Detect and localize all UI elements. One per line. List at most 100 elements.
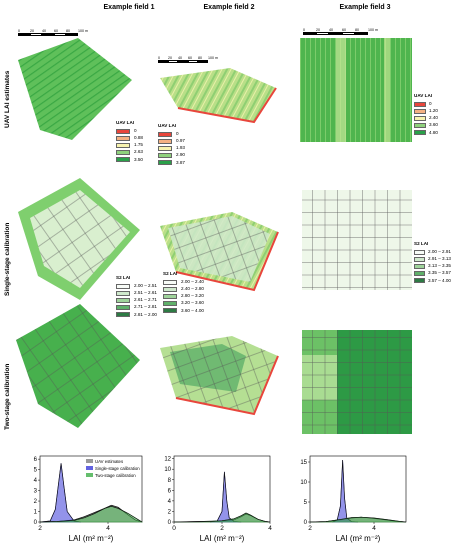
x-tick-label: 2 bbox=[308, 525, 312, 532]
legend-label: 3.50 bbox=[134, 156, 143, 162]
legend-swatch bbox=[414, 249, 425, 255]
x-tick-label: 2 bbox=[220, 525, 224, 532]
y-tick-label: 6 bbox=[168, 488, 172, 494]
legend-swatch bbox=[116, 305, 130, 311]
legend-label: 0 bbox=[176, 130, 179, 136]
legend-label: 2.81 – 2.00 bbox=[134, 311, 157, 317]
legend-label: 2.71 – 2.81 bbox=[134, 304, 157, 310]
scalebar-label: 80 bbox=[355, 28, 359, 32]
legend-swatch bbox=[158, 131, 172, 137]
plot-frame bbox=[309, 455, 407, 523]
legend-swatch bbox=[414, 256, 425, 262]
legend-label: 2.00 – 2.51 bbox=[134, 282, 157, 288]
x-axis-label: LAI (m² m⁻²) bbox=[200, 534, 245, 543]
y-tick-label: 0 bbox=[168, 520, 172, 526]
scalebar-bar bbox=[18, 33, 88, 36]
legend-label: 4.80 bbox=[429, 129, 438, 135]
x-tick-label: 4 bbox=[106, 525, 110, 532]
map-panels bbox=[16, 38, 412, 434]
y-tick-label: 10 bbox=[300, 480, 307, 486]
y-tick-label: 12 bbox=[164, 457, 171, 463]
legend-swatch bbox=[158, 160, 172, 166]
scalebar-label: 40 bbox=[178, 56, 182, 60]
legend-label: Two-stage calibration bbox=[95, 473, 136, 478]
y-tick-label: 2 bbox=[34, 499, 38, 505]
legend-swatch bbox=[158, 153, 172, 159]
scalebar-label: 60 bbox=[188, 56, 192, 60]
legend-label: 0.97 bbox=[176, 138, 185, 144]
map-uav-field-3-band bbox=[336, 38, 346, 142]
scalebar-label: 100 m bbox=[208, 56, 218, 60]
legend-swatch bbox=[86, 459, 93, 463]
legend-s2-field-3: S2 LAI 2.00 – 2.91 2.91 – 3.13 3.13 – 3.… bbox=[414, 241, 451, 285]
legend-swatch bbox=[163, 286, 177, 292]
legend-label: 3.13 – 3.35 bbox=[428, 263, 451, 269]
legend-label: 0.88 bbox=[134, 135, 143, 141]
scalebar-label: 0 bbox=[303, 28, 305, 32]
legend-label: 2.61 – 2.71 bbox=[134, 297, 157, 303]
legend-label: 2.91 – 3.13 bbox=[428, 256, 451, 262]
x-tick-label: 2 bbox=[38, 525, 42, 532]
legend-swatch bbox=[86, 473, 93, 477]
legend-swatch bbox=[414, 101, 426, 107]
legend-label: 3.87 bbox=[176, 159, 185, 165]
y-tick-label: 0 bbox=[34, 520, 38, 526]
legend-swatch bbox=[158, 146, 172, 152]
legend-swatch bbox=[116, 128, 130, 134]
legend-uav-field-2: UAV LAI 0 0.97 1.93 2.90 3.87 bbox=[158, 123, 185, 167]
map-uav-field-2 bbox=[160, 68, 276, 122]
y-tick-label: 0 bbox=[304, 520, 308, 526]
legend-swatch bbox=[116, 312, 130, 318]
legend-label: 3.60 – 4.00 bbox=[181, 307, 204, 313]
scalebar-label: 80 bbox=[66, 29, 70, 33]
legend-label: 3.20 – 3.60 bbox=[181, 300, 204, 306]
legend-label: 2.00 – 2.40 bbox=[181, 278, 204, 284]
legend-label: 1.75 bbox=[134, 142, 143, 148]
legend-swatch bbox=[163, 308, 177, 314]
y-tick-label: 5 bbox=[34, 468, 38, 474]
scalebar-label: 0 bbox=[158, 56, 160, 60]
density-chart-field-3: 0 5 10 15 2 4 LAI (m² m⁻²) bbox=[300, 455, 407, 543]
legend-swatch bbox=[414, 108, 426, 114]
legend-label: 2.63 bbox=[134, 149, 143, 155]
density-chart-field-1: 0 1 2 3 4 5 6 2 4 LAI (m² m⁻²) UAV estimates Single… bbox=[34, 455, 144, 543]
x-tick-label: 0 bbox=[172, 525, 176, 532]
legend-label: 2.51 – 2.61 bbox=[134, 290, 157, 296]
legend-label: 3.57 – 4.00 bbox=[428, 277, 451, 283]
legend-swatch bbox=[414, 271, 425, 277]
legend-swatch bbox=[116, 290, 130, 296]
legend-title: S2 LAI bbox=[163, 271, 178, 276]
y-tick-label: 8 bbox=[168, 478, 172, 484]
legend-uav-field-3: UAV LAI 0 1.20 2.40 3.60 4.80 bbox=[414, 93, 438, 137]
y-tick-label: 6 bbox=[34, 457, 38, 463]
column-title-field-2: Example field 2 bbox=[203, 4, 255, 11]
scalebar-label: 60 bbox=[54, 29, 58, 33]
y-tick-label: 2 bbox=[168, 509, 172, 515]
legend-label: Single-stage calibration bbox=[95, 466, 140, 471]
legend-title: S2 LAI bbox=[414, 241, 429, 246]
scalebar-label: 40 bbox=[329, 28, 333, 32]
legend-swatch bbox=[163, 301, 177, 307]
scalebar-field-3: 0 20 40 60 80 100 m bbox=[303, 28, 378, 35]
scalebar-label: 20 bbox=[168, 56, 172, 60]
scalebar-label: 60 bbox=[342, 28, 346, 32]
legend-label: 1.20 bbox=[429, 108, 438, 114]
legend-swatch bbox=[414, 278, 425, 284]
legend-swatch bbox=[86, 466, 93, 470]
map-uav-field-2-edge bbox=[177, 87, 277, 124]
legend-swatch bbox=[414, 116, 426, 122]
scalebar-label: 20 bbox=[316, 28, 320, 32]
legend-swatch bbox=[116, 283, 130, 289]
y-tick-label: 4 bbox=[168, 499, 172, 505]
legend-swatch bbox=[163, 294, 177, 300]
map-uav-field-3 bbox=[300, 38, 412, 142]
legend-s2-field-2: S2 LAI 2.00 – 2.40 2.40 – 2.80 2.80 – 3.… bbox=[163, 271, 204, 315]
y-tick-label: 1 bbox=[34, 510, 38, 516]
scalebar-field-1: 0 20 40 60 80 100 m bbox=[18, 29, 88, 36]
legend-swatch bbox=[414, 264, 425, 270]
x-axis-label: LAI (m² m⁻²) bbox=[69, 534, 114, 543]
legend-label: 2.80 – 3.20 bbox=[181, 293, 204, 299]
legend-swatch bbox=[158, 138, 172, 144]
scalebar-label: 100 m bbox=[368, 28, 378, 32]
scalebar-label: 20 bbox=[30, 29, 34, 33]
